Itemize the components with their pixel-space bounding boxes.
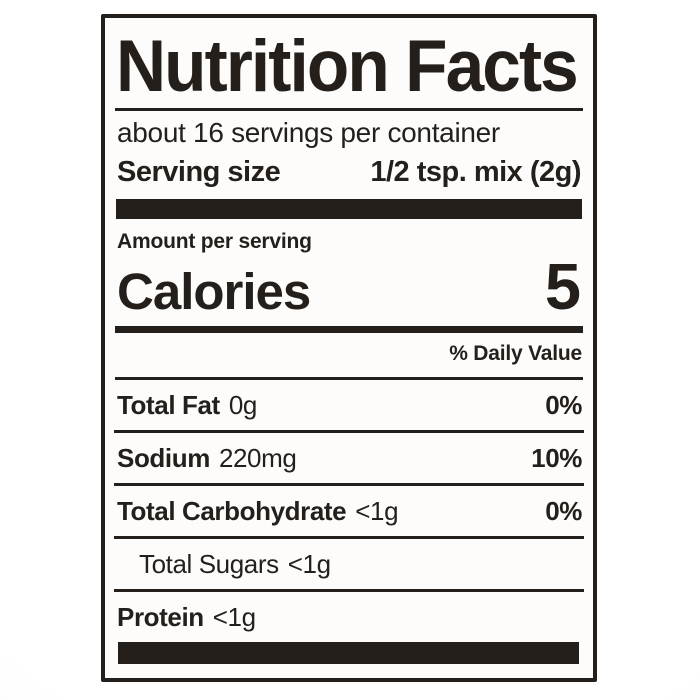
nutrient-row-sodium: Sodium 220mg 10% [114, 433, 584, 487]
nutrient-row-total-fat: Total Fat 0g 0% [114, 380, 584, 434]
divider-under-calories [115, 326, 583, 333]
divider-under-title [115, 108, 583, 111]
nutrient-name-amount: Total Sugars <1g [139, 549, 331, 579]
calories-row: Calories 5 [114, 254, 584, 322]
calories-value: 5 [544, 249, 581, 323]
nutrient-name-amount: Total Carbohydrate <1g [117, 496, 399, 527]
nutrient-amount: <1g [287, 549, 331, 580]
nutrient-name: Total Fat [117, 390, 220, 421]
nutrient-daily-value: 0% [545, 496, 582, 527]
nutrient-name: Sodium [117, 443, 210, 474]
nutrient-name: Total Sugars [139, 549, 279, 580]
label-title: Nutrition Facts [116, 26, 579, 107]
nutrient-name-amount: Protein <1g [117, 602, 256, 632]
serving-size-row: Serving size 1/2 tsp. mix (2g) [114, 152, 584, 192]
nutrient-daily-value: 10% [531, 443, 582, 474]
nutrient-row-total-carbohydrate: Total Carbohydrate <1g 0% [114, 486, 584, 540]
nutrition-facts-label: Nutrition Facts about 16 servings per co… [101, 14, 597, 682]
nutrient-row-protein: Protein <1g [114, 592, 584, 642]
nutrient-name-amount: Sodium 220mg [117, 443, 297, 474]
serving-size-label: Serving size [117, 155, 281, 188]
nutrient-amount: 220mg [218, 443, 297, 474]
thick-divider-bar-bottom [118, 642, 579, 665]
nutrient-name-amount: Total Fat 0g [117, 390, 257, 420]
daily-value-header: % Daily Value [449, 341, 582, 365]
thick-divider-bar-top [116, 198, 582, 219]
nutrient-amount: <1g [355, 496, 399, 527]
nutrient-amount: <1g [212, 602, 256, 633]
calories-label: Calories [117, 262, 311, 320]
servings-per-container: about 16 servings per container [117, 116, 500, 148]
nutrient-name: Protein [117, 602, 204, 633]
nutrient-daily-value: 0% [545, 390, 582, 421]
amount-per-serving-label: Amount per serving [117, 229, 312, 253]
serving-size-value: 1/2 tsp. mix (2g) [370, 155, 581, 188]
nutrient-row-total-sugars: Total Sugars <1g [114, 539, 584, 593]
divider-under-daily-value [115, 376, 583, 381]
nutrient-amount: 0g [228, 390, 258, 421]
nutrient-name: Total Carbohydrate [117, 496, 347, 527]
